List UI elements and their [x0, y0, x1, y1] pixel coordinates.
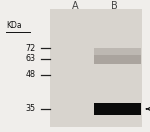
Bar — [94, 48, 141, 55]
Bar — [50, 9, 142, 127]
Text: 63: 63 — [26, 54, 36, 63]
Bar — [94, 55, 141, 64]
Text: KDa: KDa — [6, 21, 22, 30]
Text: 72: 72 — [26, 44, 36, 53]
Text: 48: 48 — [26, 70, 36, 79]
Text: A: A — [72, 1, 78, 11]
Text: B: B — [111, 1, 117, 11]
Bar — [94, 103, 141, 115]
Text: 35: 35 — [26, 104, 36, 113]
